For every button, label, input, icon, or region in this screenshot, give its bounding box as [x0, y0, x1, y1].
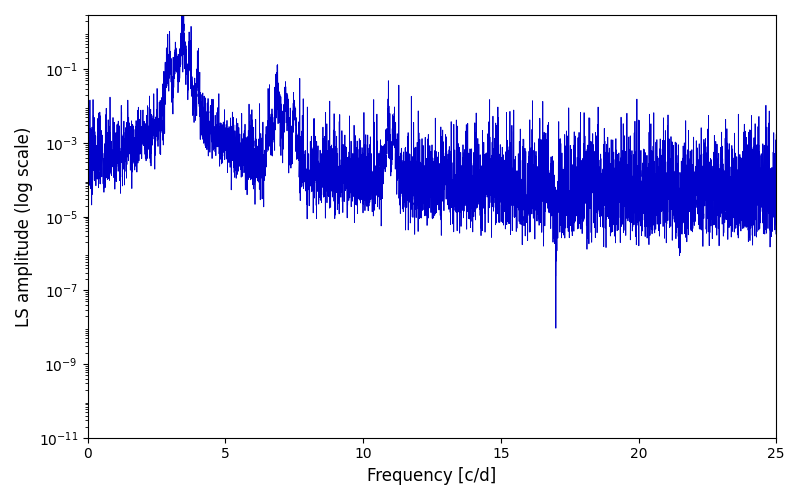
- Y-axis label: LS amplitude (log scale): LS amplitude (log scale): [15, 126, 33, 326]
- X-axis label: Frequency [c/d]: Frequency [c/d]: [367, 467, 497, 485]
